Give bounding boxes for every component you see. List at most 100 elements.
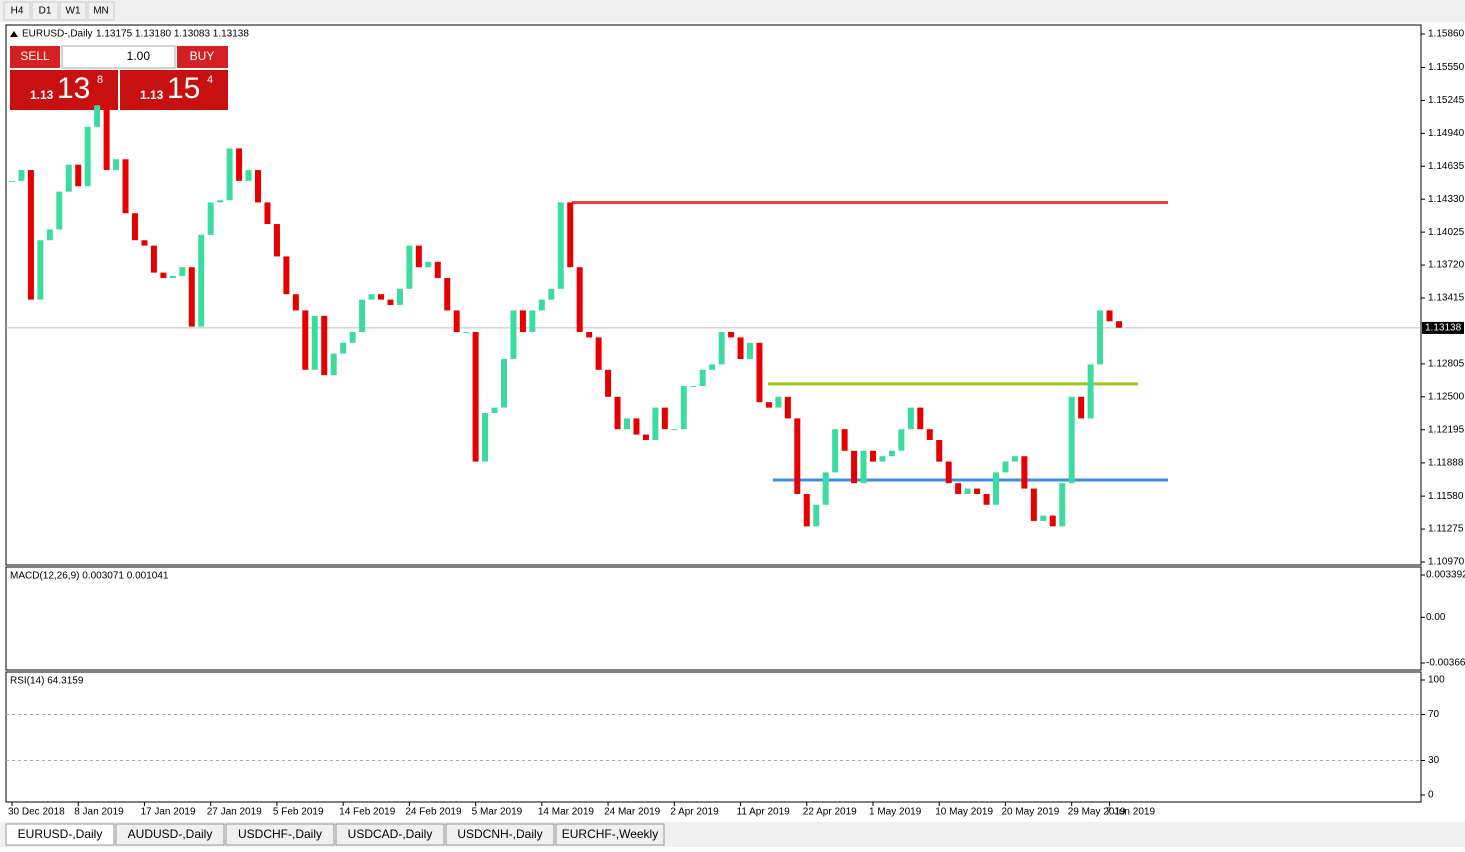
candle-body <box>396 288 403 306</box>
timeframe-button[interactable] <box>59 1 87 21</box>
candle-body <box>27 170 34 300</box>
candle-body <box>775 396 782 408</box>
candle-body <box>179 267 186 276</box>
candle-body <box>832 429 839 473</box>
macd-label: MACD(12,26,9) 0.003071 0.001041 <box>10 571 169 582</box>
timeframe-button[interactable] <box>31 1 59 21</box>
price-panel <box>5 24 1422 566</box>
candle-body <box>217 200 224 203</box>
candle-body <box>993 472 999 505</box>
chart-tab-label: USDCAD-,Daily <box>348 827 433 841</box>
candle-body <box>1078 396 1085 419</box>
rsi-label: RSI(14) 64.3159 <box>10 676 84 687</box>
candle-body <box>529 310 536 333</box>
buy-label: BUY <box>190 49 215 63</box>
candle-body <box>1011 456 1018 462</box>
chart-tab-label: EURUSD-,Daily <box>18 827 103 841</box>
candle-body <box>680 386 687 430</box>
candle-body <box>652 407 659 440</box>
ohlc: 1.13175 1.13180 1.13083 1.13138 <box>96 29 249 40</box>
candle-body <box>548 288 555 300</box>
sell-price-box[interactable] <box>10 70 118 110</box>
x-tick-label: 17 Jan 2019 <box>140 807 195 818</box>
buy-price-box[interactable] <box>120 70 228 110</box>
x-tick-label: 2 Apr 2019 <box>670 807 719 818</box>
y-tick-label: 1.15550 <box>1428 62 1465 73</box>
candle-body <box>1002 461 1009 473</box>
candle-body <box>822 472 829 505</box>
current-price-label: 1.13138 <box>1425 323 1462 334</box>
x-tick-label: 14 Mar 2019 <box>538 807 595 818</box>
candle-body <box>1087 364 1094 419</box>
y-tick-label: 100 <box>1428 675 1445 686</box>
candle-body <box>728 332 735 338</box>
chart-tab-label: USDCNH-,Daily <box>457 827 542 841</box>
lot-input[interactable] <box>61 45 176 69</box>
candle-body <box>321 315 328 376</box>
candle-body <box>1049 515 1056 527</box>
y-tick-label: 1.11580 <box>1428 491 1464 502</box>
sell-button[interactable] <box>10 46 60 68</box>
candle-body <box>491 407 498 413</box>
chart-tab[interactable] <box>115 823 225 846</box>
chart-tab[interactable] <box>555 823 665 846</box>
chart-tab-label: USDCHF-,Daily <box>238 827 322 841</box>
candle-body <box>1106 310 1113 322</box>
candle-body <box>983 493 990 505</box>
candle-body <box>453 310 460 333</box>
candle-body <box>198 234 205 327</box>
candle-body <box>330 353 337 376</box>
x-tick-label: 14 Feb 2019 <box>339 807 396 818</box>
candle-body <box>690 386 697 387</box>
candle-body <box>756 342 763 403</box>
candle-body <box>945 461 952 484</box>
x-tick-label: 20 May 2019 <box>1001 807 1059 818</box>
candle-body <box>586 332 593 338</box>
candle-body <box>888 450 895 457</box>
candle-body <box>501 359 507 408</box>
buy-button[interactable] <box>177 46 228 68</box>
timeframe-button[interactable] <box>3 1 31 21</box>
candle-body <box>434 261 441 279</box>
candle-body <box>292 294 299 311</box>
candle-body <box>737 337 744 360</box>
candle-body <box>519 310 526 333</box>
candle-body <box>841 429 848 451</box>
candle-body <box>113 159 120 171</box>
toolbar <box>0 0 1465 22</box>
candle-body <box>160 272 167 279</box>
candle-body <box>661 407 668 430</box>
candle-body <box>340 342 347 354</box>
candle-body <box>378 294 384 300</box>
candle-body <box>103 105 110 171</box>
candle-body <box>510 310 517 360</box>
candle-body <box>18 170 25 181</box>
y-tick-label: 1.14025 <box>1428 227 1465 238</box>
chart-tab[interactable] <box>335 823 445 846</box>
y-tick-label: 1.12805 <box>1428 359 1465 370</box>
candle-body <box>1059 483 1066 527</box>
icon <box>10 31 18 37</box>
chart-tab[interactable] <box>445 823 555 846</box>
candle-body <box>718 332 725 365</box>
x-tick-label: 5 Feb 2019 <box>273 807 324 818</box>
chart-tab-label: EURCHF-,Weekly <box>562 827 658 841</box>
y-tick-label: 1.14635 <box>1428 161 1465 172</box>
candle-body <box>1097 310 1104 365</box>
y-tick-label: 0.00 <box>1426 612 1446 623</box>
candle-body <box>879 456 886 462</box>
x-tick-label: 24 Mar 2019 <box>604 807 661 818</box>
x-tick-label: 5 Mar 2019 <box>472 807 523 818</box>
x-tick-label: 11 Apr 2019 <box>737 807 791 818</box>
sell-label: SELL <box>20 49 50 63</box>
timeframe-label: H4 <box>11 6 24 17</box>
timeframe-button[interactable] <box>87 1 115 21</box>
chart-title: EURUSD-,Daily <box>22 29 93 40</box>
candle-body <box>765 402 772 408</box>
y-tick-label: 0 <box>1428 790 1434 801</box>
chart-tab[interactable] <box>225 823 335 846</box>
candle-body <box>671 429 678 431</box>
chart-tab[interactable] <box>5 823 115 846</box>
candle-body <box>567 202 574 268</box>
